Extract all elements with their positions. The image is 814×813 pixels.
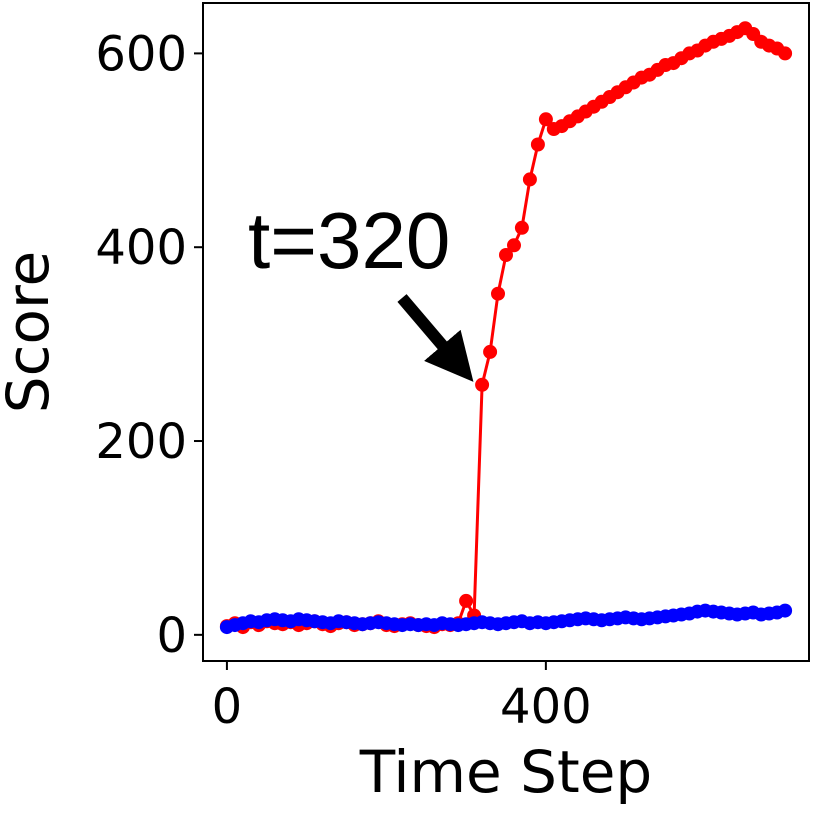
data-point-red: [483, 344, 498, 359]
series-layer: [219, 21, 793, 635]
data-point-red: [514, 220, 529, 235]
plot-frame: [202, 2, 810, 662]
data-point-red: [538, 112, 553, 127]
x-tick-label: 0: [212, 679, 243, 735]
data-point-red: [507, 238, 521, 253]
y-tick-label: 0: [156, 608, 187, 664]
x-tick-label: 400: [500, 679, 592, 735]
ticks-layer: 0 400 0 200 400 600: [95, 26, 591, 735]
data-point-red: [491, 286, 505, 301]
series-blue: [219, 603, 793, 635]
annotation-layer: t=320: [248, 196, 474, 382]
y-tick-label: 600: [95, 26, 187, 82]
y-tick-label: 200: [95, 414, 187, 470]
y-axis-label: Score: [0, 251, 62, 413]
data-point-blue: [778, 603, 793, 618]
data-point-red: [475, 377, 490, 392]
data-point-red: [459, 593, 474, 608]
x-axis-label: Time Step: [359, 738, 652, 806]
series-red: [219, 21, 793, 635]
data-point-red: [499, 248, 513, 262]
y-tick-label: 400: [95, 220, 187, 276]
data-point-red: [778, 46, 793, 61]
annotation-arrow: [397, 294, 474, 382]
data-point-red: [522, 172, 537, 187]
data-point-red: [530, 137, 545, 152]
series-line-red: [226, 26, 786, 629]
annotation-text: t=320: [248, 196, 450, 285]
